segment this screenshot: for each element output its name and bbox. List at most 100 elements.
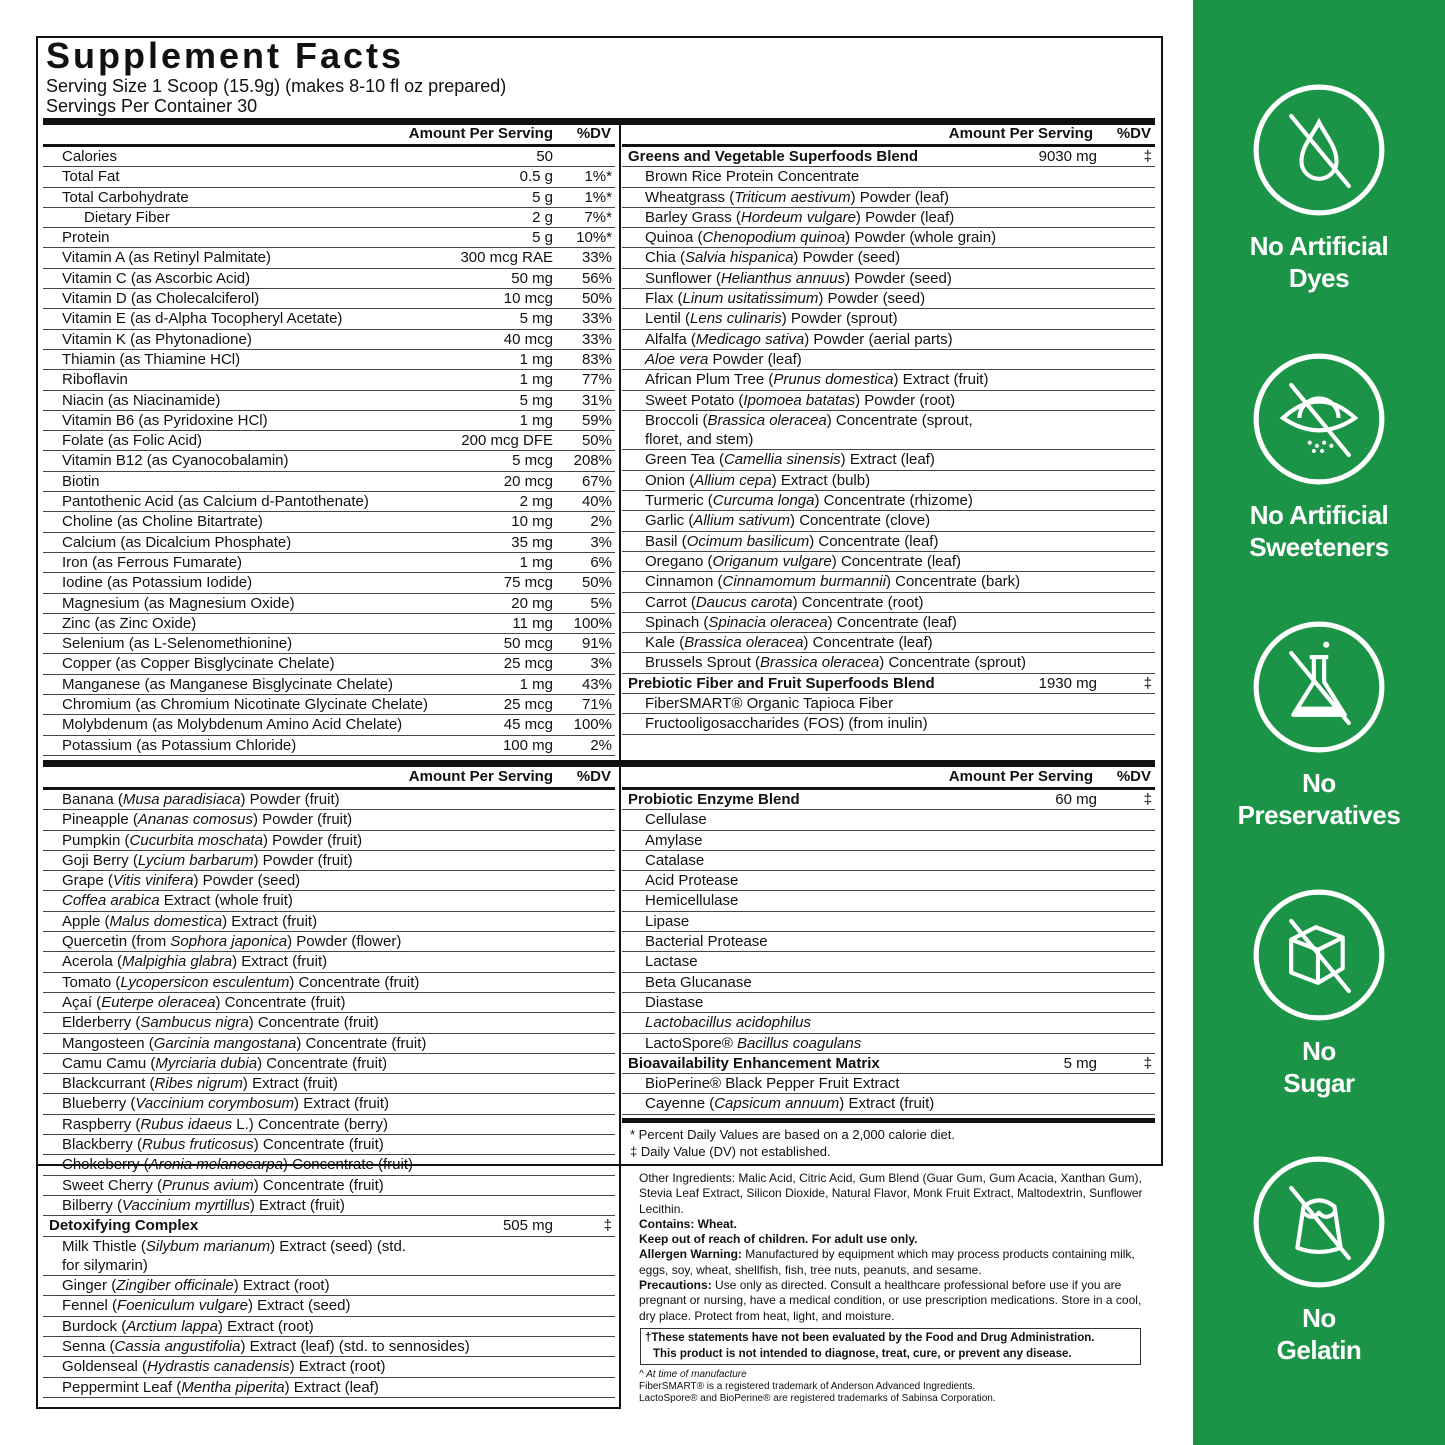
amount: 75 mcg: [503, 574, 553, 592]
latin-name: Cinnamomum burmannii: [722, 573, 886, 591]
latin-name: Myrciaria dubia: [155, 1054, 258, 1072]
table-row: Broccoli (Brassica oleracea) Concentrate…: [622, 411, 1155, 451]
badge-no-gelatin: No Gelatin: [1193, 1155, 1445, 1366]
daily-value: 33%: [581, 330, 612, 348]
badge-line: No: [1302, 768, 1336, 798]
ingredient-name: Milk Thistle (Silybum marianum) Extract …: [43, 1237, 413, 1276]
name-part: Banana (: [62, 791, 123, 808]
name-part: ) Extract (leaf) (std. to sennosides): [240, 1338, 470, 1356]
name-part: Cinnamon (: [645, 573, 723, 591]
nutrient-list: Calories 50 Total Fat 0.5 g 1%* Total Carbohy…: [43, 147, 615, 756]
servings-per-container: Servings Per Container 30: [46, 96, 258, 116]
daily-value: 100%: [573, 614, 612, 632]
table-row: Sweet Potato (Ipomoea batatas) Powder (r…: [622, 391, 1155, 411]
name-part: Quinoa (: [645, 229, 703, 247]
amount: 25 mcg: [503, 655, 553, 673]
ingredient-name: Vitamin B6 (as Pyridoxine HCl): [43, 411, 514, 430]
name-part: LactoSpore®: [645, 1034, 737, 1052]
ingredient-name: African Plum Tree (Prunus domestica) Ext…: [622, 370, 1155, 389]
name-part: Milk Thistle (: [62, 1237, 146, 1255]
amount: 1930 mg: [1038, 674, 1097, 692]
name-part: Amylase: [645, 831, 703, 849]
latin-name: Bacillus coagulans: [736, 1034, 862, 1052]
name-part: Potassium (as Potassium Chloride): [62, 736, 297, 754]
table-row: Vitamin K (as Phytonadione) 40 mcg 33%: [43, 330, 615, 350]
ingredient-name: Vitamin E (as d-Alpha Tocopheryl Acetate…: [43, 309, 514, 328]
badge-line: No: [1302, 1303, 1336, 1333]
table-row: Grape (Vitis vinifera) Powder (seed): [43, 871, 615, 892]
amount: 200 mcg DFE: [461, 432, 553, 450]
badge-label: No Artificial Sweeteners: [1193, 499, 1445, 563]
daily-value: 33%: [581, 310, 612, 328]
table-row: Lipase: [622, 912, 1155, 933]
daily-value: 50%: [581, 574, 612, 592]
ingredient-name: Fructooligosaccharides (FOS) (from inuli…: [622, 714, 1155, 733]
name-part: ) Extract (root): [233, 1277, 330, 1295]
name-part: Blackcurrant (: [62, 1075, 155, 1093]
name-part: Probiotic Enzyme Blend: [628, 791, 800, 808]
latin-name: Euterpe oleracea: [101, 993, 216, 1011]
dv-header: %DV: [576, 125, 611, 142]
name-part: Catalase: [645, 851, 705, 869]
daily-value: 2%: [590, 736, 612, 754]
table-row: Pantothenic Acid (as Calcium d-Pantothen…: [43, 492, 615, 513]
amount: 5 mcg: [512, 452, 553, 470]
ingredient-name: LactoSpore® Bacillus coagulans: [622, 1034, 1155, 1053]
daily-value: 40%: [581, 493, 612, 511]
rule: [622, 144, 1155, 147]
amount: 50 mcg: [503, 635, 553, 653]
ingredient-name: Grape (Vitis vinifera) Powder (seed): [43, 871, 615, 890]
table-row: Catalase: [622, 851, 1155, 872]
latin-name: Silybum marianum: [145, 1237, 271, 1255]
table-row: Chokeberry (Aronia melanocarpa) Concentr…: [43, 1155, 615, 1176]
name-part: ) Concentrate (fruit): [296, 1034, 427, 1052]
amount: 5 mg: [1063, 1054, 1097, 1072]
daily-value: 1%*: [584, 188, 612, 206]
name-part: Acid Protease: [645, 872, 739, 890]
table-row: Potassium (as Potassium Chloride) 100 mg 2…: [43, 736, 615, 756]
amount: 1 mg: [519, 675, 553, 693]
blend-header-row: Probiotic Enzyme Blend 60 mg ‡: [622, 790, 1155, 811]
daily-value: ‡: [1143, 674, 1152, 692]
name-part: Prebiotic Fiber and Fruit Superfoods Ble…: [628, 674, 935, 692]
no-sugar-icon: [1193, 888, 1445, 1022]
precautions-label: Precautions:: [639, 1278, 712, 1293]
ingredient-name: Folate (as Folic Acid): [43, 431, 455, 450]
table-row: Fennel (Foeniculum vulgare) Extract (see…: [43, 1296, 615, 1317]
table-row: Selenium (as L-Selenomethionine) 50 mcg 91…: [43, 634, 615, 655]
name-part: ) Extract (fruit): [222, 912, 318, 930]
header-right-bottom: Amount Per Serving %DV: [622, 767, 1155, 787]
table-row: Aloe vera Powder (leaf): [622, 350, 1155, 371]
ingredient-name: Greens and Vegetable Superfoods Blend: [622, 147, 1033, 166]
name-part: Bioavailability Enhancement Matrix: [628, 1054, 880, 1072]
ingredient-name: Riboflavin: [43, 370, 514, 389]
table-row: Iron (as Ferrous Fumarate) 1 mg 6%: [43, 553, 615, 574]
table-row: Mangosteen (Garcinia mangostana) Concent…: [43, 1034, 615, 1054]
amount: 10 mg: [511, 513, 553, 531]
name-part: Peppermint Leaf (: [62, 1378, 182, 1396]
ingredient-name: Chokeberry (Aronia melanocarpa) Concentr…: [43, 1155, 615, 1174]
ingredient-name: Pineapple (Ananas comosus) Powder (fruit…: [43, 810, 615, 829]
daily-value: 2%: [590, 513, 612, 531]
amount: 11 mg: [512, 614, 553, 632]
ingredient-name: Mangosteen (Garcinia mangostana) Concent…: [43, 1034, 615, 1053]
dv-header: %DV: [1116, 125, 1151, 142]
table-row: Blueberry (Vaccinium corymbosum) Extract…: [43, 1094, 615, 1115]
ingredients-text: Other Ingredients: Malic Acid, Citric Ac…: [639, 1171, 1143, 1216]
ingredient-name: Basil (Ocimum basilicum) Concentrate (le…: [622, 532, 1155, 551]
daily-value: 33%: [581, 249, 612, 267]
ingredient-name: Iodine (as Potassium Iodide): [43, 573, 498, 592]
ingredient-name: Blueberry (Vaccinium corymbosum) Extract…: [43, 1094, 615, 1113]
ingredient-name: Lactobacillus acidophilus: [622, 1013, 1155, 1032]
badge-no-preservatives: No Preservatives: [1193, 620, 1445, 831]
ingredient-name: Garlic (Allium sativum) Concentrate (clo…: [622, 511, 1155, 530]
name-part: Pantothenic Acid (as Calcium d-Pantothen…: [62, 493, 369, 511]
name-part: Vitamin K (as Phytonadione): [62, 330, 252, 348]
name-part: Blueberry (: [62, 1095, 136, 1113]
name-part: ) Powder (fruit): [252, 811, 353, 829]
blend-header-row: Detoxifying Complex 505 mg ‡: [43, 1216, 615, 1237]
allergen-warning: Allergen Warning: Manufactured by equipm…: [639, 1247, 1149, 1278]
latin-name: Camellia sinensis: [723, 451, 841, 469]
table-row: Pineapple (Ananas comosus) Powder (fruit…: [43, 810, 615, 831]
table-row: Folate (as Folic Acid) 200 mcg DFE 50%: [43, 431, 615, 452]
